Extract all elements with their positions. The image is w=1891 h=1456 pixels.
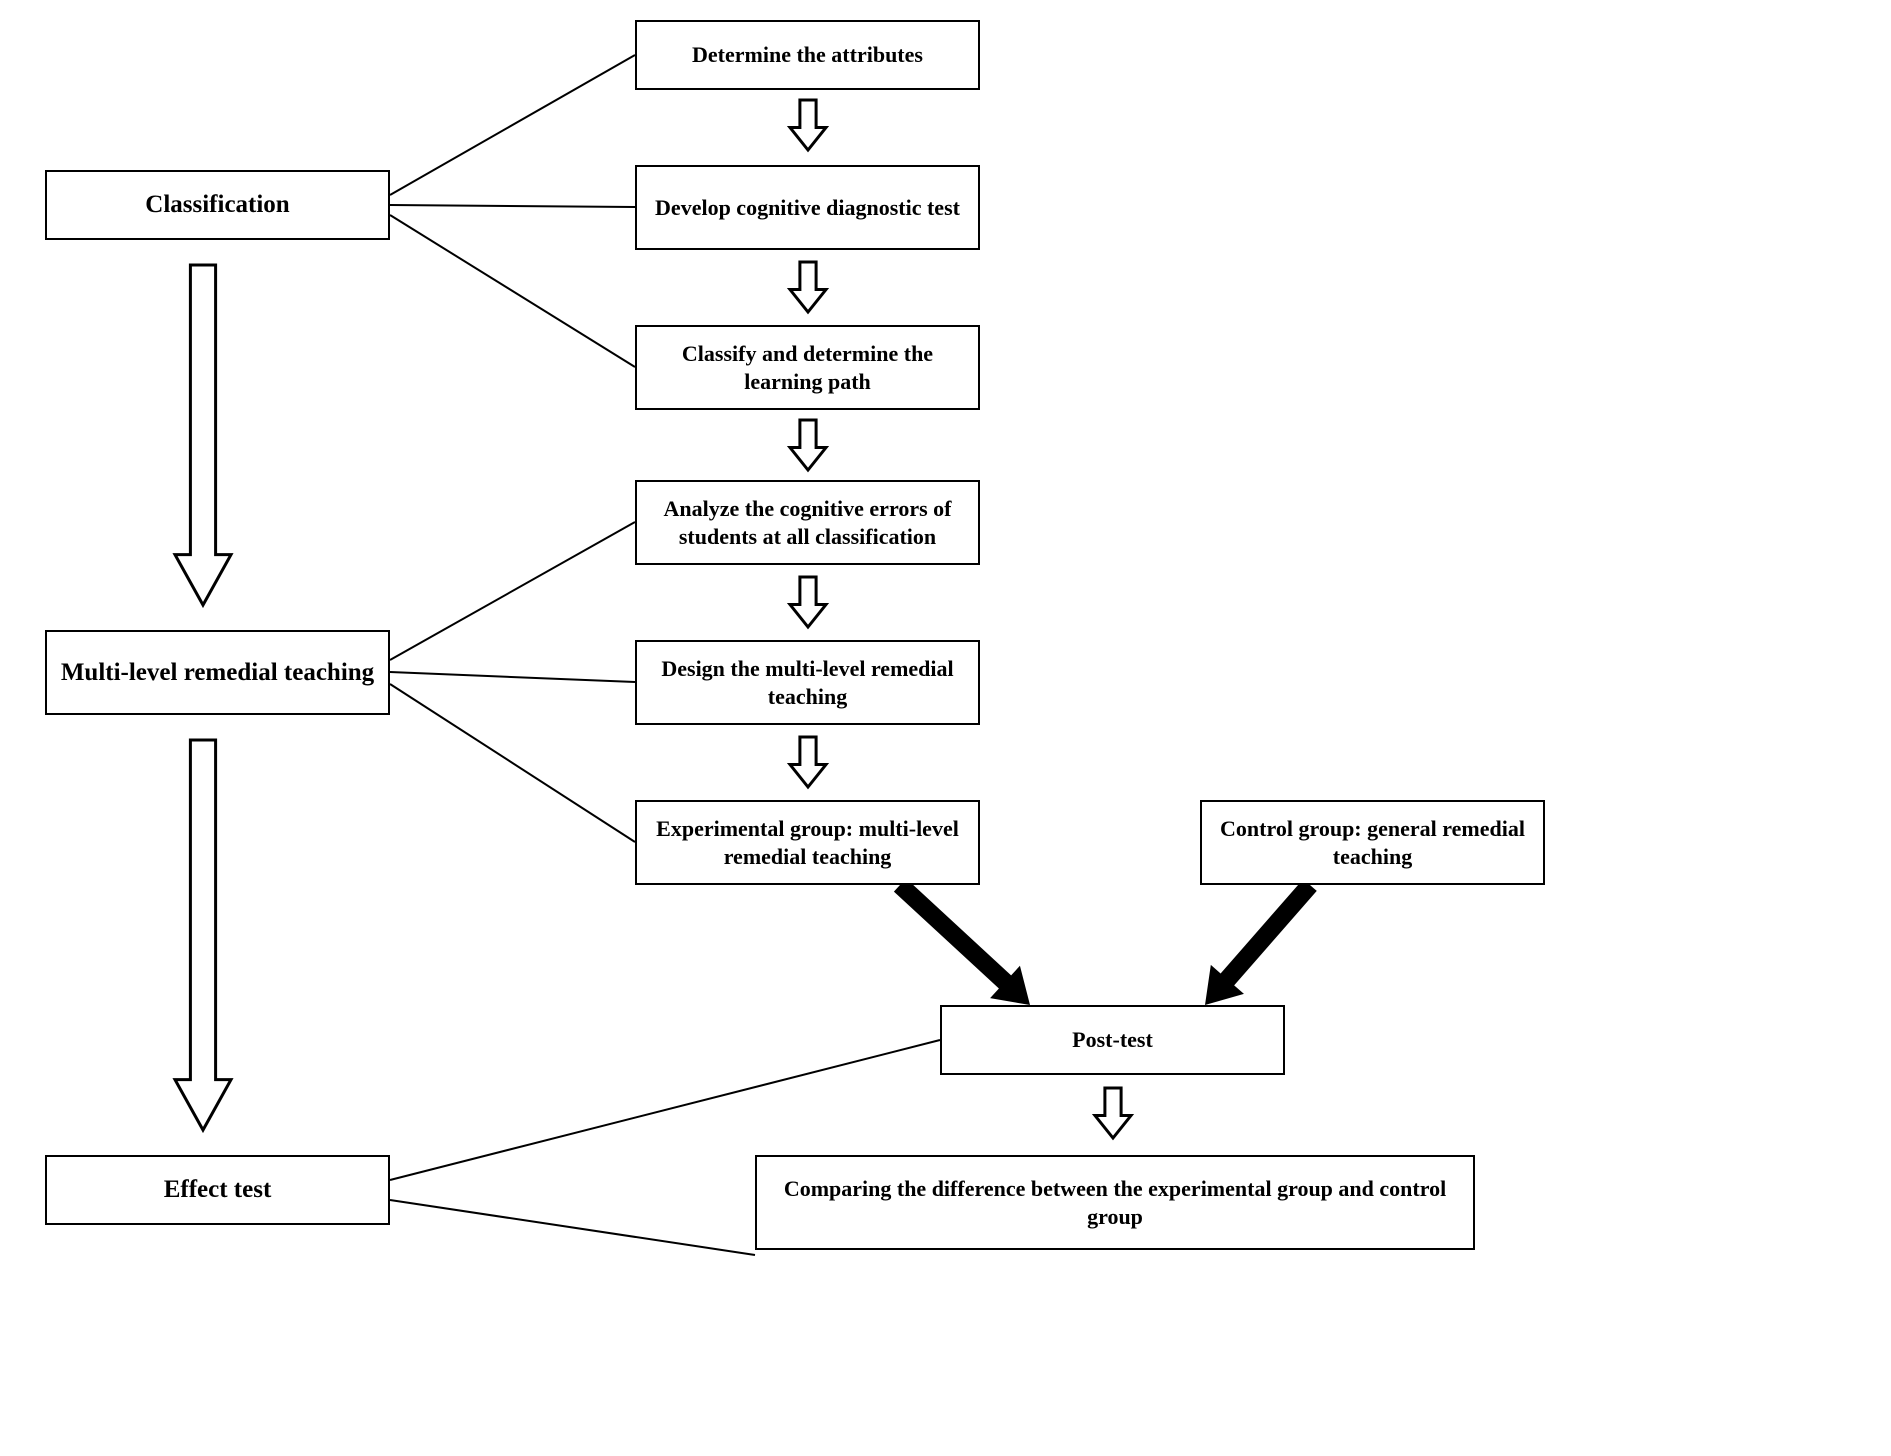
- node-label-ctrlgroup: Control group: general remedial teaching: [1212, 815, 1533, 870]
- node-label-remedial: Multi-level remedial teaching: [61, 657, 374, 688]
- node-posttest: Post-test: [940, 1005, 1285, 1075]
- node-label-attrs: Determine the attributes: [692, 41, 923, 69]
- hollow-arrow-ha-analyze-design: [790, 577, 826, 627]
- flowchart-canvas: Classification Multi-level remedial teach…: [0, 0, 1891, 1456]
- hollow-arrow-ha-remedial-effect: [175, 740, 231, 1130]
- connector-l-eff-compare: [390, 1200, 755, 1255]
- connector-l-rem-expgroup: [390, 684, 635, 842]
- hollow-arrow-ha-posttest-compare: [1095, 1088, 1131, 1138]
- node-ctrlgroup: Control group: general remedial teaching: [1200, 800, 1545, 885]
- node-label-posttest: Post-test: [1072, 1026, 1153, 1054]
- connector-l-rem-analyze: [390, 522, 635, 660]
- node-label-effect: Effect test: [164, 1174, 272, 1205]
- node-effect: Effect test: [45, 1155, 390, 1225]
- node-label-classification: Classification: [145, 189, 289, 220]
- hollow-arrow-ha-attrs-devtest: [790, 100, 826, 150]
- hollow-arrow-ha-classify-analyze: [790, 420, 826, 470]
- node-label-design: Design the multi-level remedial teaching: [647, 655, 968, 710]
- node-label-classify: Classify and determine the learning path: [647, 340, 968, 395]
- hollow-arrow-ha-devtest-classify: [790, 262, 826, 312]
- hollow-arrow-ha-class-remedial: [175, 265, 231, 605]
- filled-arrow-fa-ctrlgroup-posttest: [1205, 879, 1317, 1005]
- node-compare: Comparing the difference between the exp…: [755, 1155, 1475, 1250]
- node-label-analyze: Analyze the cognitive errors of students…: [647, 495, 968, 550]
- connector-l-class-classify: [390, 215, 635, 367]
- filled-arrow-fa-expgroup-posttest: [894, 878, 1030, 1005]
- node-devtest: Develop cognitive diagnostic test: [635, 165, 980, 250]
- hollow-arrow-ha-design-expgroup: [790, 737, 826, 787]
- node-classification: Classification: [45, 170, 390, 240]
- connector-l-class-devtest: [390, 205, 635, 207]
- node-analyze: Analyze the cognitive errors of students…: [635, 480, 980, 565]
- connector-l-rem-design: [390, 672, 635, 682]
- node-classify: Classify and determine the learning path: [635, 325, 980, 410]
- node-label-devtest: Develop cognitive diagnostic test: [655, 194, 960, 222]
- node-label-compare: Comparing the difference between the exp…: [767, 1175, 1463, 1230]
- node-expgroup: Experimental group: multi-level remedial…: [635, 800, 980, 885]
- node-label-expgroup: Experimental group: multi-level remedial…: [647, 815, 968, 870]
- node-remedial: Multi-level remedial teaching: [45, 630, 390, 715]
- connector-l-class-attrs: [390, 55, 635, 195]
- node-attrs: Determine the attributes: [635, 20, 980, 90]
- node-design: Design the multi-level remedial teaching: [635, 640, 980, 725]
